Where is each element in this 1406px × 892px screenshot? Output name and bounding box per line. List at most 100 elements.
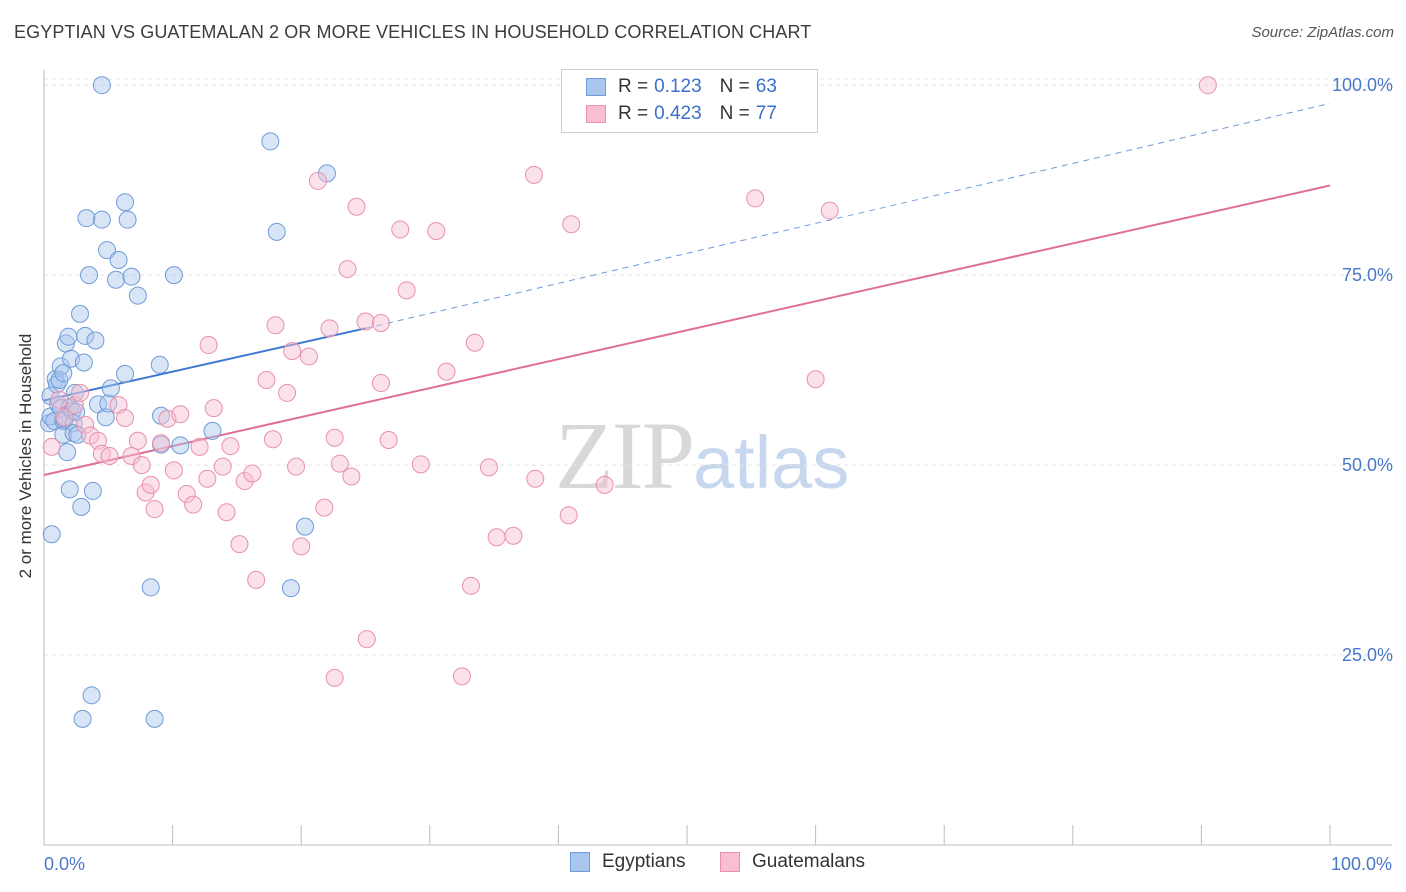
egyptians-point — [118, 210, 137, 229]
guatemalans-point — [391, 220, 410, 239]
legend-label-egyptians: Egyptians — [602, 851, 686, 872]
y-tick-label: 75.0% — [1342, 265, 1393, 285]
egyptians-point — [67, 402, 86, 421]
egyptians-point — [145, 709, 164, 728]
legend-swatch-egyptians — [586, 78, 606, 96]
egyptians-point — [60, 480, 79, 499]
guatemalans-point — [452, 667, 471, 686]
egyptians-point — [296, 517, 315, 536]
egyptians-point — [71, 304, 90, 323]
x-tick-label: 0.0% — [44, 854, 85, 874]
egyptians-point — [98, 241, 117, 260]
guatemalans-point — [141, 475, 160, 494]
guatemalans-point — [213, 457, 232, 476]
guatemalans-point — [152, 434, 171, 453]
guatemalans-point — [325, 668, 344, 687]
guatemalans-point — [411, 455, 430, 474]
series-legend: Egyptians Guatemalans — [0, 851, 1406, 879]
correlation-legend: R = 0.123 N = 63 R = 0.423 N = 77 — [561, 69, 818, 133]
guatemalans-point — [230, 535, 249, 554]
guatemalans-point — [397, 281, 416, 300]
guatemalans-point — [190, 437, 209, 456]
guatemalans-point — [437, 362, 456, 381]
legend-label-guatemalans: Guatemalans — [752, 851, 866, 872]
legend-r-label: R = — [618, 76, 649, 97]
legend-row-egyptians: R = 0.123 N = 63 — [586, 75, 777, 99]
guatemalans-point — [243, 464, 262, 483]
egyptians-point — [58, 443, 77, 462]
egyptians-point — [59, 327, 78, 346]
guatemalans-point — [342, 467, 361, 486]
y-tick-label: 50.0% — [1342, 455, 1393, 475]
guatemalans-trend-line — [43, 184, 1331, 476]
chart-source: Source: ZipAtlas.com — [1251, 24, 1394, 41]
legend-swatch-egyptians — [570, 852, 590, 872]
legend-r-label: R = — [618, 103, 649, 124]
guatemalans-point — [132, 456, 151, 475]
guatemalans-point — [263, 430, 282, 449]
legend-item-egyptians[interactable]: Egyptians — [570, 851, 685, 873]
guatemalans-point — [308, 171, 327, 190]
guatemalans-point — [247, 570, 266, 589]
legend-item-guatemalans[interactable]: Guatemalans — [720, 851, 865, 873]
guatemalans-point — [461, 576, 480, 595]
egyptians-point — [107, 270, 126, 289]
y-tick-label: 25.0% — [1342, 645, 1393, 665]
guatemalans-point — [526, 469, 545, 488]
egyptians-point — [101, 379, 120, 398]
x-tick-label: 100.0% — [1331, 854, 1392, 874]
guatemalans-point — [559, 506, 578, 525]
guatemalans-point — [283, 342, 302, 361]
guatemalans-point — [171, 405, 190, 424]
guatemalans-point — [278, 383, 297, 402]
egyptians-point — [74, 353, 93, 372]
guatemalans-point — [347, 197, 366, 216]
egyptians-point — [76, 326, 95, 345]
guatemalans-point — [315, 498, 334, 517]
egyptians-point — [203, 421, 222, 440]
egyptians-point — [116, 193, 135, 212]
guatemalans-point — [371, 314, 390, 333]
guatemalans-point — [204, 399, 223, 418]
legend-swatch-guatemalans — [720, 852, 740, 872]
guatemalans-point — [71, 383, 90, 402]
guatemalans-point — [427, 222, 446, 241]
legend-swatch-guatemalans — [586, 105, 606, 123]
egyptians-point — [80, 266, 99, 285]
guatemalans-point — [65, 396, 84, 415]
egyptians-point — [141, 578, 160, 597]
guatemalans-point — [371, 374, 390, 393]
egyptians-points — [40, 76, 336, 728]
legend-r-value: 0.423 — [654, 103, 702, 124]
watermark-atlas: atlas — [693, 421, 850, 504]
guatemalans-point — [356, 312, 375, 331]
egyptians-point — [83, 481, 102, 500]
legend-r-value: 0.123 — [654, 76, 702, 97]
guatemalans-points — [42, 76, 1217, 687]
guatemalans-point — [320, 319, 339, 338]
egyptians-point — [171, 436, 190, 455]
guatemalans-point — [217, 503, 236, 522]
legend-n-value: 63 — [755, 76, 777, 97]
guatemalans-point — [292, 537, 311, 556]
egyptians-point — [128, 286, 147, 305]
egyptians-point — [42, 525, 61, 544]
guatemalans-point — [479, 458, 498, 477]
guatemalans-point — [504, 526, 523, 545]
guatemalans-point — [184, 495, 203, 514]
watermark: ZIPatlas — [555, 400, 849, 511]
guatemalans-point — [42, 437, 61, 456]
egyptians-point — [109, 250, 128, 269]
guatemalans-point — [338, 260, 357, 279]
legend-n-label: N = — [719, 103, 750, 124]
egyptians-point — [150, 355, 169, 374]
guatemalans-point — [487, 528, 506, 547]
guatemalans-point — [235, 472, 254, 491]
egyptians-point — [122, 267, 141, 286]
guatemalans-point — [122, 446, 141, 465]
legend-n-value: 77 — [755, 103, 777, 124]
guatemalans-point — [128, 431, 147, 450]
guatemalans-point — [164, 461, 183, 480]
guatemalans-point — [257, 371, 276, 389]
guatemalans-point — [806, 370, 825, 389]
